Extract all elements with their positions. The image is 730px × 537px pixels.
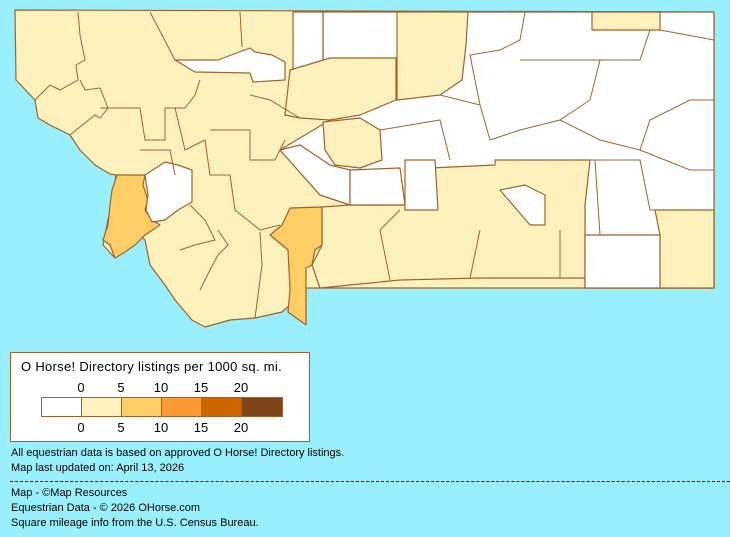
- county-light-daniels: [591, 11, 661, 31]
- montana-county-map: [14, 9, 715, 328]
- legend-swatch: [82, 398, 122, 416]
- county-light-carter: [654, 209, 715, 289]
- county-white-north-strip: [174, 47, 286, 83]
- equestrian-data-credit: Equestrian Data - © 2026 OHorse.com: [11, 502, 201, 514]
- county-white-rosebud: [404, 159, 439, 211]
- county-medium-ravalli: [102, 174, 161, 259]
- county-white-powder: [499, 184, 546, 226]
- legend-swatch: [42, 398, 82, 416]
- legend-tick: 20: [233, 380, 249, 395]
- legend-swatch: [202, 398, 242, 416]
- legend: O Horse! Directory listings per 1000 sq.…: [10, 352, 310, 442]
- census-credit: Square mileage info from the U.S. Census…: [11, 517, 259, 529]
- legend-tick: 5: [117, 380, 125, 395]
- legend-tick: 10: [153, 380, 169, 395]
- county-light-central: [284, 57, 397, 121]
- legend-tick: 15: [193, 420, 209, 435]
- county-light-north: [396, 11, 469, 101]
- county-medium-park: [269, 206, 323, 326]
- county-boundaries: [34, 11, 715, 319]
- legend-tick: 0: [77, 380, 85, 395]
- county-white-granite: [144, 161, 193, 223]
- legend-title: O Horse! Directory listings per 1000 sq.…: [21, 359, 283, 374]
- legend-tick: 20: [233, 420, 249, 435]
- legend-tick: 0: [77, 420, 85, 435]
- county-white-carter2: [584, 234, 661, 289]
- legend-tick: 15: [193, 380, 209, 395]
- map-credit: Map - ©Map Resources: [11, 487, 128, 499]
- county-white-treasure: [349, 167, 406, 206]
- legend-swatch: [122, 398, 162, 416]
- legend-ticks-bottom: 0 5 10 15 20: [41, 420, 281, 435]
- county-light-judith: [322, 117, 383, 169]
- legend-ticks-top: 0 5 10 15 20: [41, 380, 281, 395]
- divider: [10, 481, 730, 482]
- legend-swatch: [162, 398, 202, 416]
- legend-color-bar: [41, 397, 283, 417]
- legend-tick: 10: [153, 420, 169, 435]
- legend-tick: 5: [117, 420, 125, 435]
- last-updated-note: Map last updated on: April 13, 2026: [11, 462, 185, 474]
- legend-swatch: [242, 398, 282, 416]
- data-basis-note: All equestrian data is based on approved…: [11, 447, 345, 459]
